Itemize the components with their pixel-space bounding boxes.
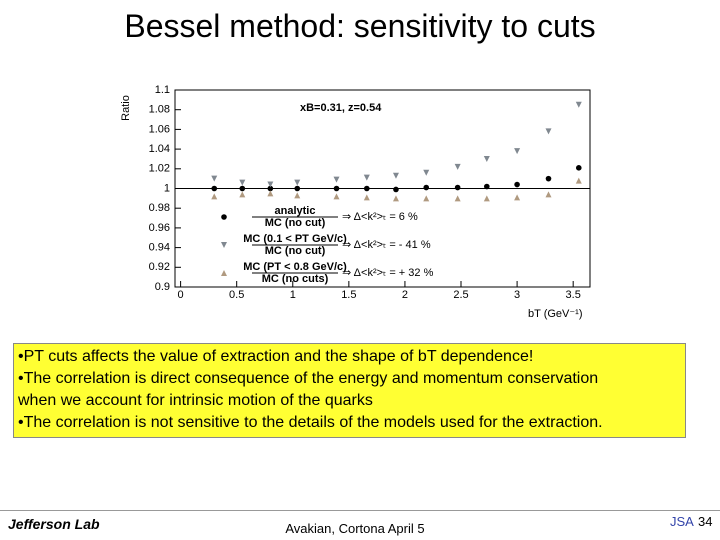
data-point	[454, 184, 461, 191]
data-point	[333, 176, 340, 183]
footer-rule	[0, 510, 720, 511]
legend-denominator: MC (no cut)	[265, 245, 326, 257]
y-tick-label: 0.92	[149, 261, 170, 273]
data-point	[239, 191, 246, 198]
data-point	[483, 195, 490, 202]
data-point	[423, 195, 430, 202]
data-point	[484, 183, 490, 190]
org-logo: JSA	[670, 514, 694, 529]
data-point	[211, 193, 218, 200]
text-line: •The correlation is direct consequence o…	[18, 370, 599, 387]
data-point	[483, 155, 490, 162]
data-point	[392, 195, 399, 202]
data-point	[575, 177, 582, 184]
data-point	[333, 193, 340, 200]
legend-denominator: MC (no cut)	[265, 217, 326, 229]
data-point	[221, 214, 227, 220]
data-point	[267, 185, 274, 192]
data-point	[454, 163, 461, 170]
legend-note: ⇒ Δ<k²>ₜ = + 32 %	[342, 267, 434, 279]
data-point	[545, 191, 552, 198]
x-tick-label: 3	[514, 289, 520, 301]
text-line: when we account for intrinsic motion of …	[18, 392, 373, 409]
data-point	[239, 185, 246, 192]
legend-label: analytic	[275, 205, 316, 217]
y-tick-label: 1.08	[149, 104, 170, 116]
chart: 0.9 0.92 0.94 0.96 0.98 1 1.02 1.04 1.06 1.08 1.1 0…	[120, 84, 591, 320]
y-tick-label: 1.1	[155, 84, 170, 96]
data-point	[267, 190, 274, 197]
data-point	[294, 185, 301, 192]
data-point	[393, 186, 399, 193]
y-tick-label: 0.98	[149, 202, 170, 214]
x-tick-label: 1.5	[341, 289, 356, 301]
y-axis-label: Ratio	[120, 95, 132, 121]
plot-title: xB=0.31, z=0.54	[300, 102, 382, 114]
data-point	[363, 194, 370, 201]
legend-denominator: MC (no cuts)	[262, 273, 329, 285]
data-point	[545, 128, 552, 135]
data-point	[545, 175, 552, 182]
data-point	[514, 181, 520, 188]
data-point	[363, 174, 370, 181]
footer-text: Avakian, Cortona April 5	[285, 521, 425, 536]
x-axis-label: bT (GeV⁻¹)	[528, 308, 583, 320]
y-tick-label: 0.9	[155, 281, 170, 293]
data-point	[423, 169, 430, 176]
x-tick-label: 1	[290, 289, 296, 301]
x-tick-label: 2	[402, 289, 408, 301]
data-point	[392, 172, 399, 179]
legend-note: ⇒ Δ<k²>ₜ = 6 %	[342, 211, 418, 223]
data-point	[423, 184, 430, 191]
page-number: 34	[698, 514, 713, 529]
x-tick-label: 0.5	[229, 289, 244, 301]
data-point	[211, 175, 218, 182]
data-point	[333, 185, 340, 192]
data-point	[294, 179, 301, 186]
legend-label: MC (PT < 0.8 GeV/c)	[243, 261, 347, 273]
slide-title: Bessel method: sensitivity to cuts	[124, 8, 596, 44]
x-tick-label: 3.5	[566, 289, 581, 301]
legend-note: ⇒ Δ<k²>ₜ = - 41 %	[342, 239, 431, 251]
data-point	[454, 195, 461, 202]
x-tick-label: 0	[178, 289, 184, 301]
data-point	[514, 148, 521, 155]
y-tick-label: 1.04	[149, 143, 170, 155]
data-point	[267, 181, 274, 188]
data-point	[575, 165, 582, 171]
data-point	[221, 242, 227, 248]
text-box: •PT cuts affects the value of extraction…	[13, 343, 686, 438]
logo: Jefferson Lab	[8, 516, 100, 532]
data-point	[221, 270, 227, 276]
text-line: •PT cuts affects the value of extraction…	[18, 348, 534, 365]
data-point	[575, 101, 582, 108]
text-line: •The correlation is not sensitive to the…	[18, 414, 603, 431]
y-tick-label: 0.96	[149, 222, 170, 234]
y-tick-label: 0.94	[149, 242, 170, 254]
y-tick-label: 1.02	[149, 163, 170, 175]
x-tick-label: 2.5	[453, 289, 468, 301]
data-point	[239, 179, 246, 186]
data-point	[514, 194, 521, 201]
y-tick-label: 1	[164, 182, 170, 194]
data-point	[363, 185, 370, 192]
y-tick-label: 1.06	[149, 123, 170, 135]
data-point	[211, 185, 218, 192]
legend-label: MC (0.1 < PT GeV/c)	[243, 233, 347, 245]
data-point	[294, 192, 301, 199]
